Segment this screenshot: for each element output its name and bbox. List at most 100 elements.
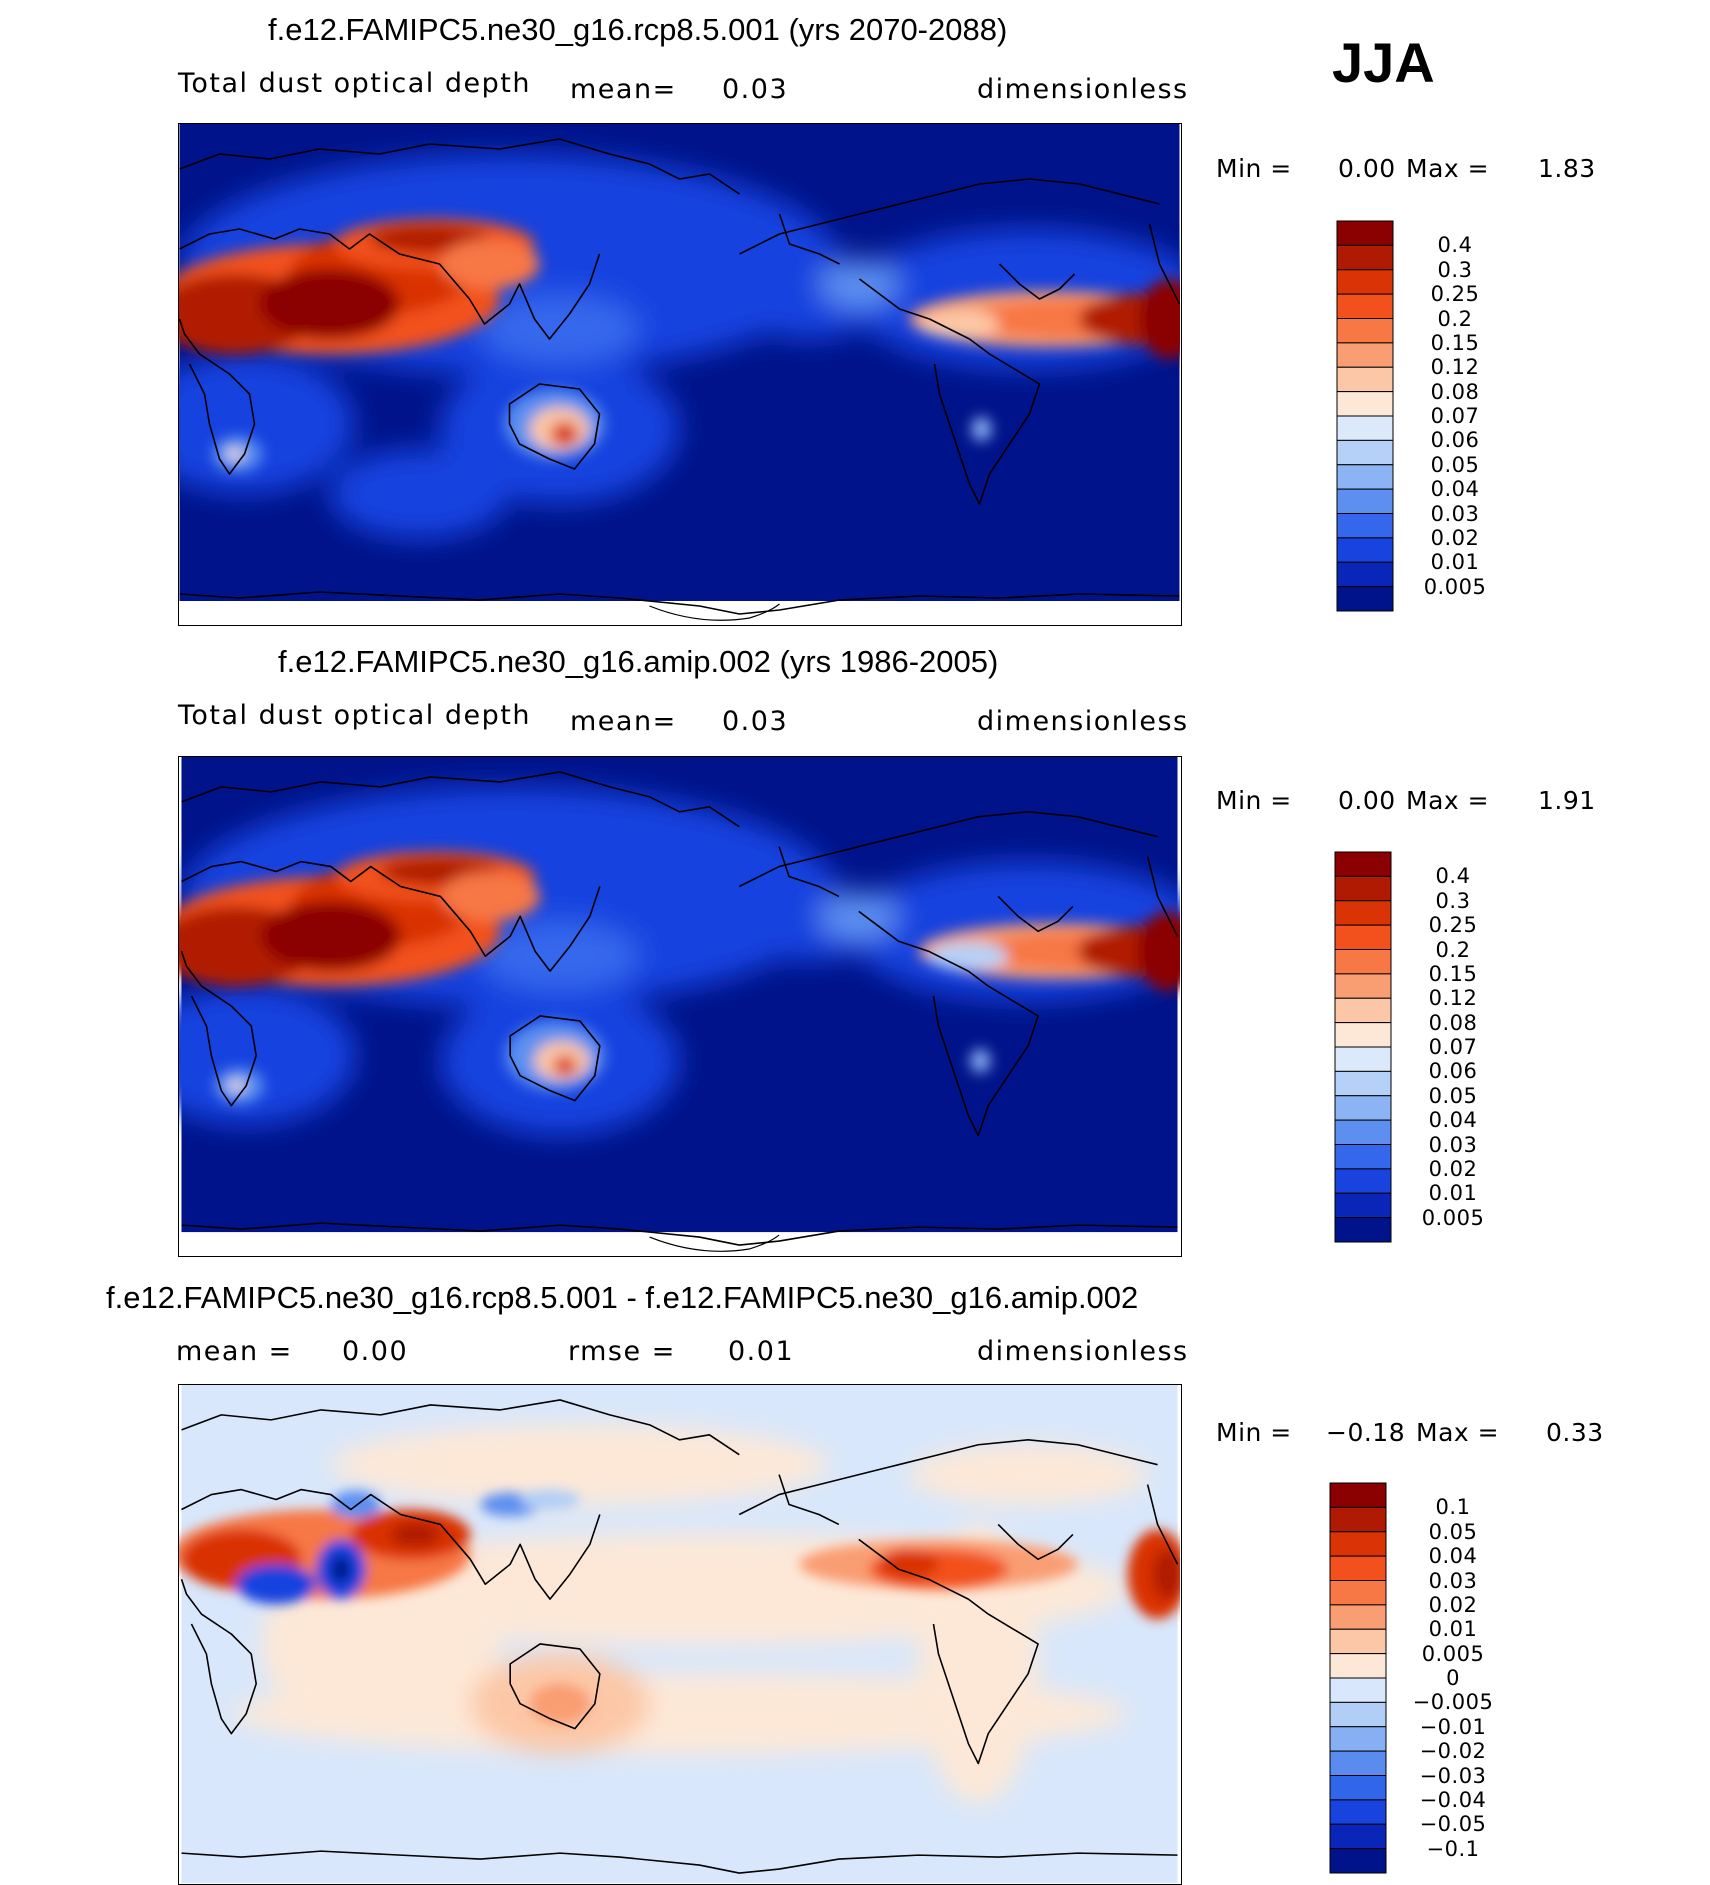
colorbar-tick-label: −0.03 xyxy=(1419,1763,1487,1788)
colorbar-segment xyxy=(1334,1192,1392,1219)
colorbar-segment xyxy=(1336,439,1394,466)
panel1-map xyxy=(178,123,1182,626)
colorbar-tick-label: 0.02 xyxy=(1430,525,1480,550)
colorbar-segment xyxy=(1329,1628,1387,1655)
colorbar-tick-label: 0.06 xyxy=(1430,428,1480,453)
colorbar-tick-label: 0.4 xyxy=(1437,233,1473,258)
panel2-colorbar-labels: 0.4 0.3 0.25 0.2 0.15 0.12 0.08 0.07 0.06 0.05 0.0… xyxy=(1398,851,1508,1245)
colorbar-tick-label: 0.05 xyxy=(1428,1083,1478,1108)
colorbar-segment xyxy=(1336,318,1394,344)
panel3-min-label: Min = xyxy=(1216,1418,1292,1447)
colorbar-segment xyxy=(1334,1046,1392,1072)
colorbar-segment xyxy=(1334,1119,1392,1145)
colorbar-segment xyxy=(1336,586,1394,612)
colorbar-tick-label: 0.08 xyxy=(1428,1010,1478,1035)
colorbar-tick-label: 0.08 xyxy=(1430,379,1480,404)
panel1-variable: Total dust optical depth xyxy=(178,68,531,99)
colorbar-segment xyxy=(1329,1848,1387,1874)
colorbar-tick-label: 0.07 xyxy=(1430,404,1480,428)
colorbar-tick-label: 0.005 xyxy=(1421,1205,1485,1230)
panel2-colorbar xyxy=(1334,851,1394,1245)
colorbar-tick-label: 0.15 xyxy=(1430,330,1480,355)
colorbar-segment xyxy=(1334,924,1392,950)
colorbar-tick-label: 0.07 xyxy=(1428,1035,1478,1059)
colorbar-tick-label: −0.05 xyxy=(1419,1812,1487,1837)
colorbar-tick-label: 0.3 xyxy=(1437,257,1473,282)
colorbar-segment xyxy=(1336,513,1394,539)
panel3-colorbar xyxy=(1329,1482,1389,1876)
colorbar-tick-label: 0.12 xyxy=(1430,355,1480,380)
colorbar-segment xyxy=(1329,1799,1387,1825)
panel1-min-value: 0.00 xyxy=(1338,154,1396,183)
colorbar-segment xyxy=(1334,900,1392,926)
colorbar-tick-label: −0.04 xyxy=(1419,1787,1487,1812)
colorbar-segment xyxy=(1334,1168,1392,1194)
colorbar-tick-label: 0.25 xyxy=(1430,282,1480,307)
colorbar-segment xyxy=(1336,220,1394,246)
colorbar-segment xyxy=(1329,1482,1387,1508)
panel3-mean-value: 0.00 xyxy=(342,1336,409,1367)
panel2-mean-label: mean= xyxy=(570,706,677,737)
colorbar-tick-label: 0.03 xyxy=(1430,501,1480,526)
colorbar-segment xyxy=(1329,1604,1387,1630)
colorbar-tick-label: 0.005 xyxy=(1421,1641,1485,1666)
colorbar-segment xyxy=(1334,997,1392,1024)
colorbar-segment xyxy=(1329,1531,1387,1557)
colorbar-segment xyxy=(1336,342,1394,368)
colorbar-tick-label: −0.1 xyxy=(1426,1836,1480,1861)
colorbar-tick-label: 0.3 xyxy=(1435,888,1471,913)
colorbar-segment xyxy=(1334,1144,1392,1170)
colorbar-tick-label: 0.01 xyxy=(1428,1181,1478,1206)
colorbar-tick-label: 0.2 xyxy=(1437,306,1473,331)
panel2-min-value: 0.00 xyxy=(1338,786,1396,815)
colorbar-segment xyxy=(1334,851,1392,877)
colorbar-segment xyxy=(1329,1701,1387,1728)
panel2-max-label: Max = xyxy=(1406,786,1490,815)
colorbar-tick-label: −0.01 xyxy=(1419,1714,1487,1739)
panel1-mean-label: mean= xyxy=(570,74,677,105)
colorbar-tick-label: 0.03 xyxy=(1428,1132,1478,1157)
colorbar-tick-label: 0.25 xyxy=(1428,913,1478,938)
panel2-title: f.e12.FAMIPC5.ne30_g16.amip.002 (yrs 198… xyxy=(278,644,999,679)
panel1-max-label: Max = xyxy=(1406,154,1490,183)
colorbar-tick-label: 0.03 xyxy=(1428,1568,1478,1593)
colorbar-tick-label: 0.01 xyxy=(1428,1617,1478,1642)
panel3-colorbar-labels: 0.1 0.05 0.04 0.03 0.02 0.01 0.005 0 −0.005 −0.01… xyxy=(1393,1482,1513,1876)
colorbar-tick-label: 0.05 xyxy=(1428,1519,1478,1544)
panel2-mean-value: 0.03 xyxy=(722,706,789,737)
panel1-title: f.e12.FAMIPC5.ne30_g16.rcp8.5.001 (yrs 2… xyxy=(268,12,1008,47)
colorbar-segment xyxy=(1334,1070,1392,1097)
colorbar-tick-label: 0.1 xyxy=(1435,1495,1471,1520)
panel2-variable: Total dust optical depth xyxy=(178,700,531,731)
colorbar-segment xyxy=(1336,488,1394,514)
colorbar-segment xyxy=(1336,561,1394,588)
panel1-min-label: Min = xyxy=(1216,154,1292,183)
colorbar-segment xyxy=(1334,1217,1392,1243)
colorbar-tick-label: 0.04 xyxy=(1430,477,1480,502)
colorbar-segment xyxy=(1334,1095,1392,1121)
colorbar-segment xyxy=(1329,1677,1387,1703)
colorbar-tick-label: 0 xyxy=(1446,1666,1460,1690)
colorbar-segment xyxy=(1329,1555,1387,1581)
panel3-max-value: 0.33 xyxy=(1546,1418,1604,1447)
colorbar-segment xyxy=(1334,1022,1392,1048)
panel2-map xyxy=(178,756,1182,1257)
panel3-rmse-label: rmse = xyxy=(568,1336,676,1367)
colorbar-segment xyxy=(1329,1580,1387,1606)
panel1-colorbar-labels: 0.4 0.3 0.25 0.2 0.15 0.12 0.08 0.07 0.06 0.05 0.0… xyxy=(1400,220,1510,614)
colorbar-tick-label: 0.06 xyxy=(1428,1059,1478,1084)
panel3-units: dimensionless xyxy=(977,1336,1189,1367)
panel2-units: dimensionless xyxy=(977,706,1189,737)
colorbar-tick-label: 0.4 xyxy=(1435,864,1471,889)
panel3-max-label: Max = xyxy=(1416,1418,1500,1447)
panel1-mean-value: 0.03 xyxy=(722,74,789,105)
colorbar-tick-label: 0.02 xyxy=(1428,1156,1478,1181)
colorbar-tick-label: 0.15 xyxy=(1428,961,1478,986)
panel3-min-value: −0.18 xyxy=(1326,1418,1406,1447)
colorbar-segment xyxy=(1336,415,1394,441)
colorbar-segment xyxy=(1336,391,1394,417)
colorbar-segment xyxy=(1329,1775,1387,1801)
panel3-map xyxy=(178,1384,1182,1885)
panel1-units: dimensionless xyxy=(977,74,1189,105)
colorbar-tick-label: −0.02 xyxy=(1419,1739,1487,1764)
